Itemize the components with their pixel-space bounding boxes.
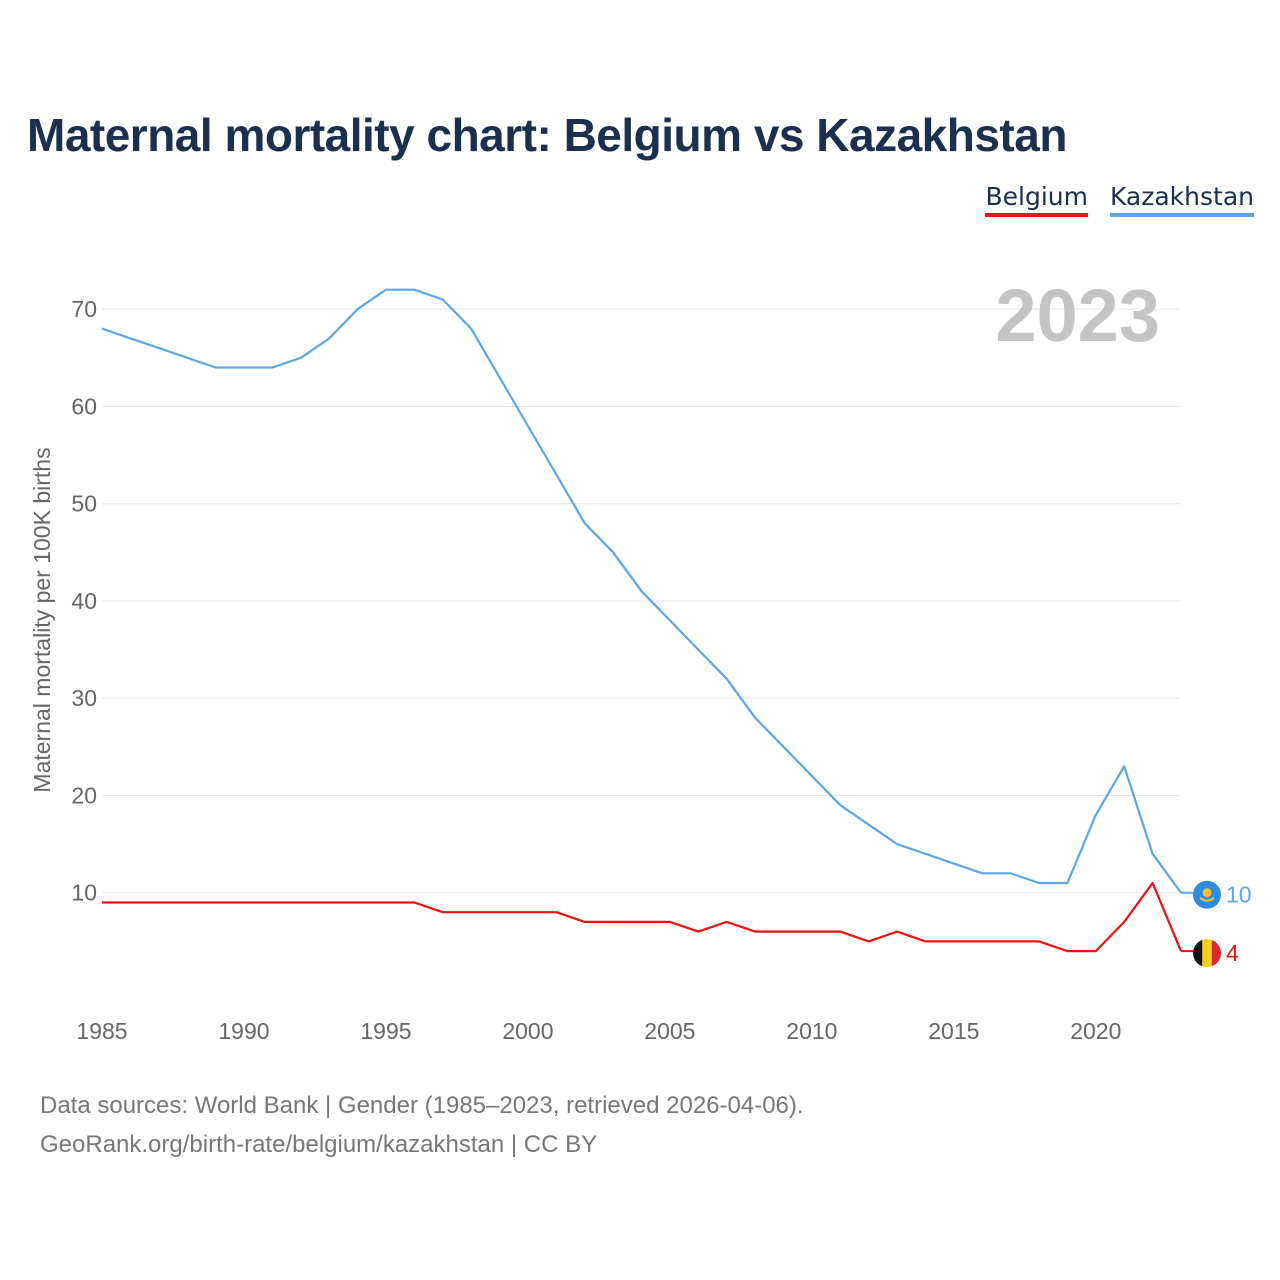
legend-item-kazakhstan[interactable]: Kazakhstan — [1109, 182, 1254, 217]
x-tick-label: 2010 — [786, 1018, 837, 1044]
x-axis-ticks: 1985 1990 1995 2000 2005 2010 2015 2020 — [76, 1018, 1121, 1044]
end-value-label-kazakhstan: 10 — [1226, 882, 1252, 908]
data-source-note: Data sources: World Bank | Gender (1985–… — [40, 1092, 804, 1119]
y-tick-label: 50 — [71, 491, 97, 517]
x-tick-label: 1995 — [360, 1018, 411, 1044]
x-tick-label: 1985 — [76, 1018, 127, 1044]
y-axis-label: Maternal mortality per 100K births — [29, 447, 55, 792]
series-line-kazakhstan[interactable] — [101, 288, 1182, 894]
chart-title: Maternal mortality chart: Belgium vs Kaz… — [27, 109, 1067, 161]
footer: Data sources: World Bank | Gender (1985–… — [40, 1086, 804, 1164]
y-tick-label: 10 — [71, 880, 97, 906]
site-credit: GeoRank.org/birth-rate/belgium/kazakhsta… — [40, 1131, 598, 1158]
x-tick-label: 2000 — [502, 1018, 553, 1044]
series-line-belgium[interactable] — [102, 881, 1183, 953]
legend-item-belgium[interactable]: Belgium — [985, 182, 1088, 217]
end-value-label-belgium: 4 — [1226, 940, 1239, 966]
x-tick-label: 1990 — [218, 1018, 269, 1044]
y-tick-label: 30 — [71, 685, 97, 711]
y-tick-label: 40 — [71, 588, 97, 614]
line-chart: 2023 Maternal mortality per 100K births … — [29, 274, 1252, 1044]
belgium-flag-icon — [1193, 939, 1221, 968]
y-tick-label: 70 — [71, 296, 97, 322]
series-lines — [101, 288, 1183, 953]
x-tick-label: 2020 — [1070, 1018, 1121, 1044]
end-markers: 4 10 — [1181, 880, 1252, 968]
legend: Belgium Kazakhstan — [985, 182, 1254, 217]
x-tick-label: 2015 — [928, 1018, 979, 1044]
y-tick-label: 60 — [71, 393, 97, 419]
year-badge: 2023 — [995, 274, 1160, 357]
x-tick-label: 2005 — [644, 1018, 695, 1044]
y-axis-ticks: 10 20 30 40 50 60 70 — [71, 296, 97, 906]
grid-lines — [102, 308, 1181, 894]
y-tick-label: 20 — [71, 782, 97, 808]
kazakhstan-flag-icon — [1193, 880, 1221, 909]
